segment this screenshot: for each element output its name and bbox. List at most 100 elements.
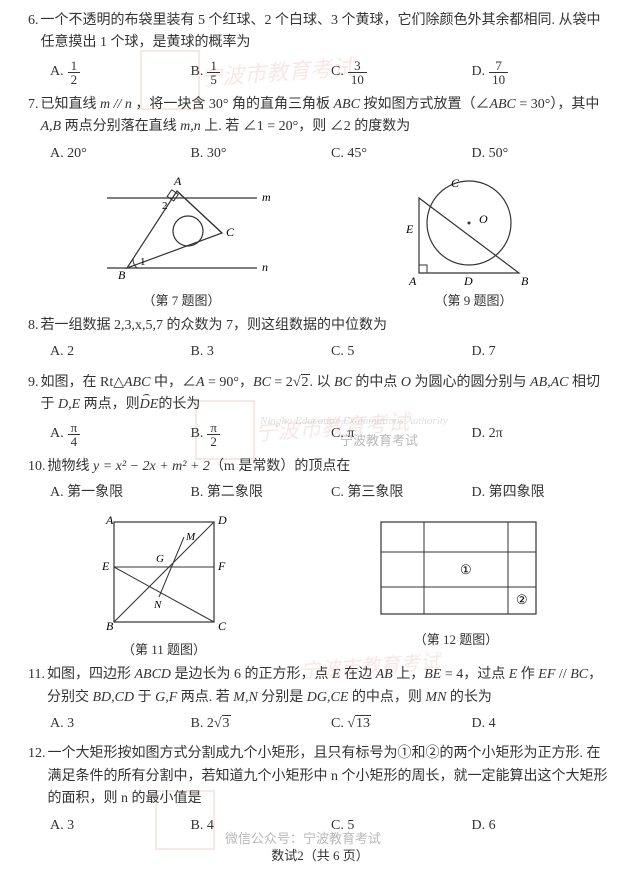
q12-number: 12. — [28, 743, 46, 810]
q9-bc2: BC — [334, 375, 352, 390]
q9-a-den: 4 — [68, 435, 81, 448]
q11-bc: BC — [570, 667, 588, 682]
q11-option-d: D. 4 — [472, 713, 613, 735]
figure-7: A m n B C 2 1 （第 7 题图） — [92, 173, 272, 309]
f12-c2: ② — [516, 592, 528, 607]
question-11: 11. 如图，四边形 ABCD 是边长为 6 的正方形，点 E 在边 AB 上，… — [28, 664, 612, 735]
q9-option-c: C. π — [331, 421, 472, 448]
q12-option-a: A. 3 — [50, 815, 191, 837]
f11-B: B — [106, 619, 114, 633]
q9-t6: 的中点 — [352, 375, 401, 390]
q9-a-num: π — [68, 421, 81, 435]
q7-mn2: m,n — [180, 119, 201, 134]
question-6: 6. 一个不透明的布袋里装有 5 个红球、2 个白球、3 个黄球，它们除颜色外其… — [28, 10, 612, 86]
q9-b-den: 2 — [207, 435, 220, 448]
q7-number: 7. — [28, 94, 39, 139]
q11-bdcd: BD,CD — [92, 690, 134, 705]
q11-option-a: A. 3 — [50, 713, 191, 735]
q12-option-d: D. 6 — [472, 815, 613, 837]
q6-b-num: 1 — [207, 59, 220, 73]
q9-optB-frac: π2 — [207, 421, 220, 448]
question-7: 7. 已知直线 m // n ，将一块含 30° 角的直角三角板 ABC 按如图… — [28, 94, 612, 165]
q7-option-d: D. 50° — [472, 143, 613, 165]
q9-t3: = 90°， — [205, 375, 254, 390]
q9-optB-label: B. — [191, 423, 204, 445]
q11-option-b: B. 23 — [191, 713, 332, 735]
q9-text: 如图，在 Rt△ABC 中，∠A = 90°，BC = 22. 以 BC 的中点… — [41, 372, 613, 417]
q9-t5: . 以 — [310, 375, 335, 390]
q11-t6: 作 — [517, 667, 538, 682]
q11-text: 如图，四边形 ABCD 是边长为 6 的正方形，点 E 在边 AB 上，BE =… — [47, 664, 612, 709]
q7-t3: 按如图方式放置（∠ — [360, 97, 490, 112]
q6-a-den: 2 — [68, 73, 81, 86]
figure-9-caption: （第 9 题图） — [399, 290, 549, 309]
f7-B: B — [118, 268, 126, 282]
q7-abc: ABC — [334, 97, 360, 112]
q9-b-num: π — [207, 421, 220, 435]
q11-t11: 分别是 — [258, 690, 307, 705]
q11-t1: 如图，四边形 — [47, 667, 135, 682]
q7-mn: m // n — [100, 97, 132, 112]
q7-t5: 两点分别落在直线 — [61, 119, 180, 134]
figure-9: O C A B D E （第 9 题图） — [399, 173, 549, 309]
q10-formula: y = x² − 2x + m² + 2 — [93, 459, 210, 474]
figure-12-svg: ① ② — [366, 512, 546, 627]
q9-optA-label: A. — [50, 423, 64, 445]
q6-option-d: D. 710 — [472, 59, 613, 86]
q6-optC-label: C. — [331, 61, 344, 83]
q6-optB-label: B. — [191, 61, 204, 83]
q9-o: O — [401, 375, 411, 390]
q12-option-c: C. 5 — [331, 815, 472, 837]
q6-optA-label: A. — [50, 61, 64, 83]
question-9: 9. 如图，在 Rt△ABC 中，∠A = 90°，BC = 22. 以 BC … — [28, 372, 612, 448]
f9-B: B — [521, 274, 529, 288]
figure-12-caption: （第 12 题图） — [366, 629, 546, 648]
f7-m: m — [262, 190, 271, 204]
q12-option-b: B. 4 — [191, 815, 332, 837]
q6-d-den: 10 — [489, 73, 508, 86]
q11-dgce: DG,CE — [307, 690, 349, 705]
q6-optA-frac: 12 — [68, 59, 81, 86]
q9-bc: BC — [253, 375, 271, 390]
q6-text: 一个不透明的布袋里装有 5 个红球、2 个白球、3 个黄球，它们除颜色外其余都相… — [41, 10, 613, 55]
f7-angle1: 1 — [140, 256, 146, 268]
q6-c-den: 10 — [348, 73, 367, 86]
q8-option-a: A. 2 — [50, 341, 191, 363]
q7-text: 已知直线 m // n ，将一块含 30° 角的直角三角板 ABC 按如图方式放… — [41, 94, 613, 139]
q10-option-c: C. 第三象限 — [331, 482, 472, 504]
q11-t13: 的长为 — [446, 690, 492, 705]
f9-C: C — [451, 176, 460, 190]
q9-t2: 中，∠ — [150, 375, 196, 390]
q10-option-b: B. 第二象限 — [191, 482, 332, 504]
q9-sqrt: 2 — [293, 372, 310, 394]
q11-t10: 两点. 若 — [177, 690, 233, 705]
f7-n: n — [262, 260, 268, 274]
f11-M: M — [185, 531, 196, 543]
q9-optA-frac: π4 — [68, 421, 81, 448]
page-content: 6. 一个不透明的布袋里装有 5 个红球、2 个白球、3 个黄球，它们除颜色外其… — [0, 0, 640, 872]
q7-ab: A,B — [41, 119, 62, 134]
q8-option-d: D. 7 — [472, 341, 613, 363]
figure-9-svg: O C A B D E — [399, 173, 549, 288]
page-footer: 数试2（共 6 页） — [28, 845, 612, 864]
q9-option-b: B. π2 — [191, 421, 332, 448]
q8-option-b: B. 3 — [191, 341, 332, 363]
q11-t5: = 4，过点 — [441, 667, 508, 682]
f11-E: E — [101, 559, 110, 573]
q11-gf: G,F — [155, 690, 177, 705]
q8-text: 若一组数据 2,3,x,5,7 的众数为 7，则这组数据的中位数为 — [41, 315, 613, 337]
q9-t9: 两点，则 — [80, 397, 140, 412]
f7-angle2: 2 — [162, 200, 168, 212]
q11-mn: M,N — [233, 690, 258, 705]
q11-t7: // — [555, 667, 570, 682]
q11-option-c: C. 13 — [331, 713, 472, 735]
q8-number: 8. — [28, 315, 39, 337]
q9-option-a: A. π4 — [50, 421, 191, 448]
q10-option-a: A. 第一象限 — [50, 482, 191, 504]
q10-option-d: D. 第四象限 — [472, 482, 613, 504]
f11-D: D — [217, 513, 227, 527]
q6-optD-label: D. — [472, 61, 486, 83]
f11-C: C — [218, 619, 227, 633]
f7-C: C — [226, 225, 235, 239]
q11-mn2: MN — [425, 690, 446, 705]
